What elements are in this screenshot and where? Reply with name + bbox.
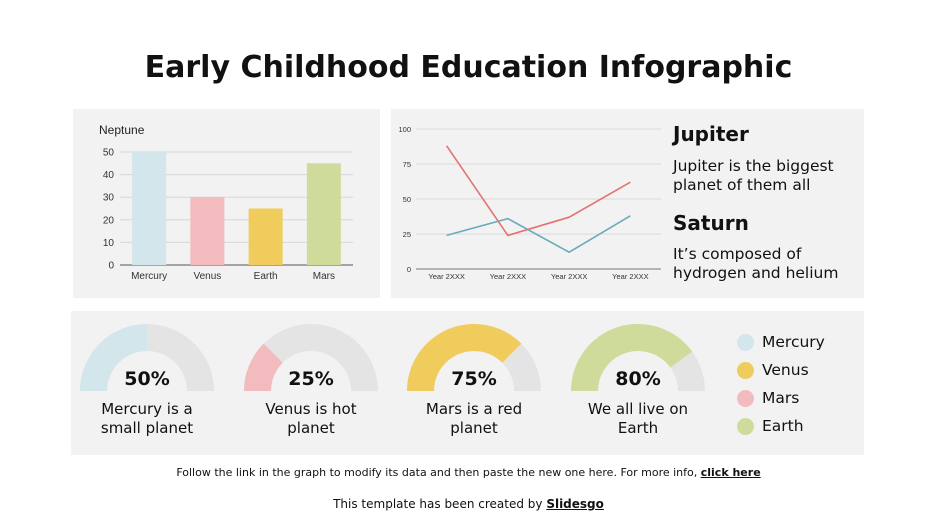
donut-fill (571, 323, 693, 391)
caption-line: Mars is a red (425, 400, 523, 418)
x-tick-label: Mars (313, 271, 335, 282)
y-tick-label: 30 (103, 193, 115, 204)
legend-item-mercury: Mercury (737, 331, 825, 353)
y-tick-label: 25 (403, 230, 411, 239)
bar-mercury (132, 152, 167, 265)
x-tick-label: Mercury (131, 271, 167, 282)
series-line-jupiter (445, 145, 631, 237)
credit-text: This template has been created by (333, 497, 543, 511)
y-tick-label: 0 (407, 265, 411, 274)
donut-caption-earth: We all live on Earth (563, 400, 713, 438)
caption-line: Venus is hot (265, 400, 357, 418)
y-tick-label: 10 (103, 238, 115, 249)
y-tick-label: 50 (103, 148, 115, 159)
bar-mars (306, 163, 341, 265)
y-tick-label: 20 (103, 215, 115, 226)
legend-swatch (737, 389, 754, 407)
caption-line: Earth (617, 419, 659, 437)
bar-chart-panel: Neptune 0 10 20 30 40 50 Mercury Venus Earth Mars (73, 109, 380, 298)
y-tick-label: 100 (398, 125, 411, 134)
y-tick-label: 75 (403, 160, 411, 169)
donut-fill (80, 324, 147, 391)
series-line-saturn (446, 215, 631, 254)
y-tick-label: 0 (108, 261, 114, 272)
line-chart: 0 25 50 75 100 Year 2XXX Year 2XXX Year 2XXX Yea… (398, 125, 661, 281)
saturn-description: It’s composed of hydrogen and helium (673, 245, 839, 282)
caption-line: Mercury is a (101, 400, 193, 418)
x-tick-label: Year 2XXX (428, 272, 464, 281)
donut-percent-mars: 75% (451, 368, 497, 390)
footer-instructions: Follow the link in the graph to modify i… (0, 466, 937, 479)
page-title: Early Childhood Education Infographic (144, 50, 793, 85)
footer-text: Follow the link in the graph to modify i… (176, 466, 698, 479)
bar-chart-title: Neptune (99, 123, 145, 137)
x-tick-label: Year 2XXX (490, 272, 526, 281)
legend-label: Mars (762, 389, 800, 407)
bar-earth (248, 208, 283, 265)
legend-item-venus: Venus (737, 359, 809, 381)
legend-swatch (737, 361, 754, 379)
legend-label: Mercury (762, 333, 825, 351)
caption-line: planet (450, 419, 498, 437)
saturn-heading: Saturn (673, 211, 749, 235)
donut-fill (407, 324, 522, 391)
donut-percent-earth: 80% (615, 368, 661, 390)
donut-percent-venus: 25% (288, 368, 334, 390)
legend-swatch (737, 417, 754, 435)
half-donut-charts (80, 323, 705, 391)
caption-line: We all live on (587, 400, 689, 418)
donut-caption-venus: Venus is hot planet (236, 400, 386, 438)
donut-caption-mercury: Mercury is a small planet (72, 400, 222, 438)
x-tick-label: Earth (254, 271, 278, 282)
bar-chart: Neptune 0 10 20 30 40 50 Mercury Venus Earth Mars (99, 123, 353, 282)
caption-line: planet (287, 419, 335, 437)
donut-fill (244, 343, 283, 391)
donut-panel: 50% 25% 75% 80% Mercury is a small plane… (71, 311, 864, 455)
x-tick-label: Year 2XXX (551, 272, 587, 281)
legend-item-earth: Earth (737, 415, 804, 437)
bar-venus (190, 197, 225, 265)
legend-label: Venus (762, 361, 809, 379)
y-tick-label: 50 (403, 195, 411, 204)
x-tick-label: Venus (193, 271, 221, 282)
donut-caption-mars: Mars is a red planet (399, 400, 549, 438)
line-chart-panel: 0 25 50 75 100 Year 2XXX Year 2XXX Year 2XXX Yea… (391, 109, 864, 298)
jupiter-heading: Jupiter (673, 122, 749, 146)
footer-credit: This template has been created by Slides… (0, 497, 937, 511)
caption-line: small planet (100, 419, 194, 437)
donut-track (244, 324, 378, 391)
jupiter-description: Jupiter is the biggest planet of them al… (673, 157, 834, 194)
legend-label: Earth (762, 417, 804, 435)
legend-swatch (737, 333, 754, 351)
slidesgo-link[interactable]: Slidesgo (546, 497, 604, 511)
donut-percent-mercury: 50% (124, 368, 170, 390)
y-tick-label: 40 (103, 170, 115, 181)
click-here-link[interactable]: click here (700, 466, 761, 479)
legend-item-mars: Mars (737, 387, 799, 409)
x-tick-label: Year 2XXX (612, 272, 648, 281)
